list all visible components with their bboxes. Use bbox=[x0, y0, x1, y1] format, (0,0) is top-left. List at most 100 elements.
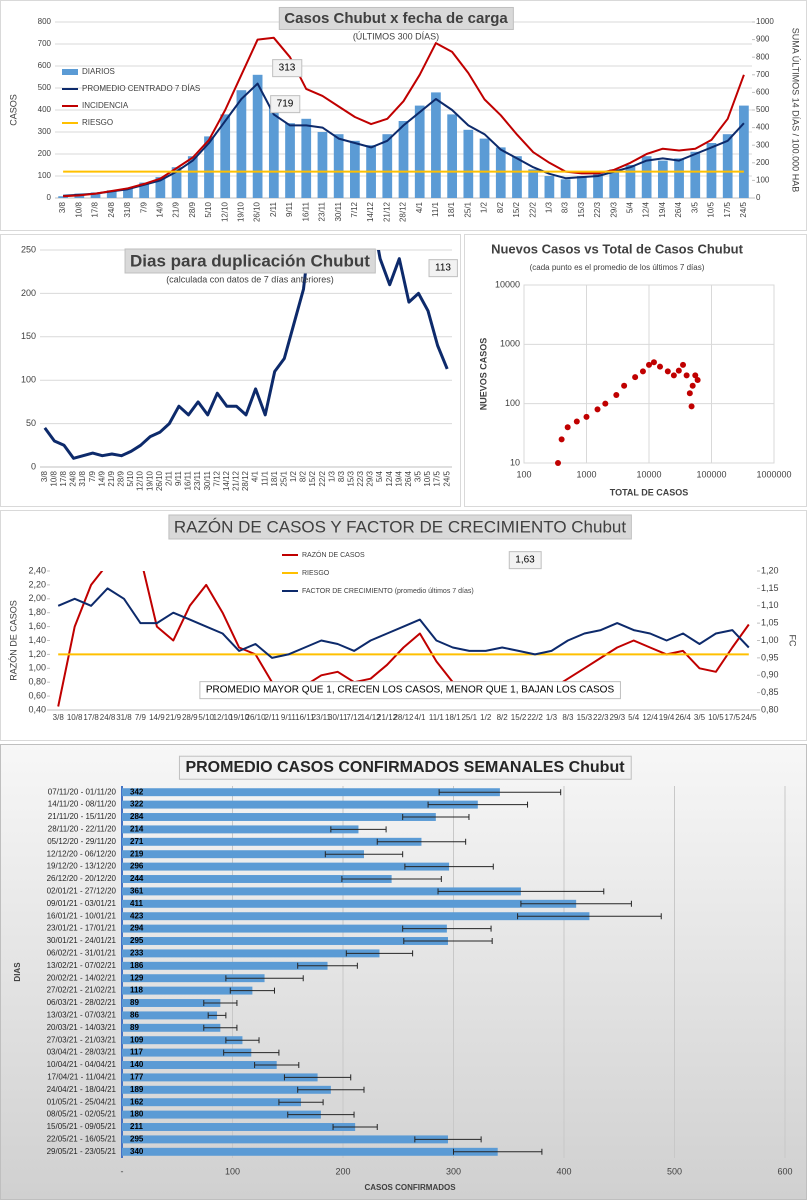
x-tick-label: 14/12 bbox=[366, 201, 375, 222]
point bbox=[594, 406, 601, 413]
y-tick-label: 50 bbox=[26, 418, 36, 428]
y-tick-label: 200 bbox=[38, 149, 52, 158]
point bbox=[555, 460, 562, 466]
bar bbox=[122, 837, 422, 846]
x-tick-label: 28/9 bbox=[182, 713, 198, 722]
error-bar bbox=[404, 863, 494, 870]
point bbox=[583, 413, 590, 420]
x-tick-label: 10/5 bbox=[707, 201, 716, 217]
bar bbox=[122, 937, 448, 945]
x-tick-label: 7/12 bbox=[346, 713, 362, 722]
x-tick-label: 25/1 bbox=[279, 470, 288, 486]
y-tick-label: 150 bbox=[21, 331, 36, 341]
chart-title: RAZÓN DE CASOS Y FACTOR DE CRECIMIENTO C… bbox=[174, 517, 626, 536]
x-tick-label: 23/11 bbox=[312, 713, 332, 722]
bar bbox=[414, 105, 425, 198]
x-tick-label: 8/3 bbox=[337, 470, 346, 482]
bar bbox=[301, 118, 312, 198]
chart-title: Casos Chubut x fecha de carga bbox=[284, 10, 508, 27]
data-label: 89 bbox=[130, 1023, 139, 1032]
point bbox=[602, 400, 609, 407]
bar bbox=[139, 182, 150, 198]
x-tick-label: 8/3 bbox=[561, 201, 570, 213]
x-tick-label: 18/1 bbox=[270, 470, 279, 486]
bar bbox=[576, 176, 587, 198]
chart-subtitle: (ÚLTIMOS 300 DÍAS) bbox=[353, 31, 439, 41]
point bbox=[689, 382, 696, 389]
x-tick-label: 12/10 bbox=[136, 470, 145, 491]
x-tick-label: 9/11 bbox=[281, 713, 297, 722]
plot-frame bbox=[523, 284, 775, 464]
y2-tick-label: 100 bbox=[756, 176, 770, 185]
label-box bbox=[278, 6, 514, 30]
x-tick-label: 400 bbox=[556, 1166, 571, 1176]
x-tick-label: 17/5 bbox=[433, 470, 442, 486]
error-bar bbox=[283, 1074, 352, 1081]
error-bar bbox=[287, 1111, 355, 1118]
y-tick-label: 24/04/21 - 18/04/21 bbox=[47, 1085, 117, 1094]
data-label: 284 bbox=[130, 812, 144, 821]
y-tick-label: 2,20 bbox=[28, 579, 46, 589]
x-tick-label: 24/5 bbox=[739, 201, 748, 217]
x-tick-label: 26/4 bbox=[404, 470, 413, 486]
x-tick-label: 26/4 bbox=[675, 713, 691, 722]
error-bar bbox=[297, 962, 358, 969]
y-tick-label: 06/03/21 - 28/02/21 bbox=[47, 998, 117, 1007]
chart-subtitle: (cada punto es el promedio de los último… bbox=[530, 263, 705, 272]
data-label: 244 bbox=[130, 874, 144, 883]
x-tick-label: 2/11 bbox=[269, 201, 278, 217]
data-label: 411 bbox=[130, 899, 143, 908]
bar bbox=[641, 156, 652, 198]
data-label: 162 bbox=[130, 1097, 144, 1106]
legend-label: DIARIOS bbox=[82, 67, 115, 76]
bar bbox=[690, 151, 701, 198]
x-tick-label: 19/4 bbox=[659, 713, 675, 722]
error-bar bbox=[203, 1000, 238, 1006]
y-tick-label: 0,40 bbox=[28, 704, 46, 714]
data-label: 186 bbox=[130, 961, 144, 970]
data-label: 211 bbox=[130, 1122, 143, 1131]
bar bbox=[90, 192, 101, 198]
x-tick-label: 22/3 bbox=[593, 201, 602, 217]
x-tick-label: 28/12 bbox=[393, 713, 414, 722]
bar bbox=[122, 1123, 356, 1131]
error-bar bbox=[520, 900, 632, 907]
x-tick-label: 23/11 bbox=[193, 470, 202, 490]
error-bar bbox=[376, 838, 467, 845]
bar bbox=[122, 1147, 498, 1156]
bar bbox=[706, 143, 717, 198]
data-label: 361 bbox=[130, 887, 144, 896]
error-bar bbox=[332, 1124, 378, 1130]
data-label: 294 bbox=[130, 924, 144, 933]
bar bbox=[544, 176, 555, 198]
y-tick-label: 13/03/21 - 07/03/21 bbox=[47, 1011, 117, 1020]
data-label: 295 bbox=[130, 936, 144, 945]
data-label: 423 bbox=[130, 911, 144, 920]
bar bbox=[122, 887, 521, 896]
bar bbox=[122, 862, 450, 871]
y-tick-label: 1,20 bbox=[28, 649, 46, 659]
error-bar bbox=[438, 789, 562, 796]
x-tick-label: 15/2 bbox=[511, 713, 527, 722]
bar bbox=[171, 167, 182, 198]
x-tick-label: 30/11 bbox=[328, 713, 348, 722]
error-bar bbox=[203, 1024, 238, 1031]
bar bbox=[333, 134, 344, 198]
bar bbox=[122, 1085, 331, 1094]
data-label: 295 bbox=[130, 1135, 144, 1144]
x-tick-label: 7/9 bbox=[139, 201, 148, 213]
x-tick-label: 7/12 bbox=[212, 470, 221, 486]
x-tick-label: 21/9 bbox=[166, 713, 182, 722]
bar bbox=[122, 1135, 448, 1144]
error-bar bbox=[225, 975, 304, 982]
x-tick-label: 7/9 bbox=[88, 470, 97, 482]
point bbox=[683, 372, 690, 379]
x-tick-label: 26/4 bbox=[674, 201, 683, 217]
bar bbox=[609, 169, 620, 198]
x-tick-label: 11/1 bbox=[429, 713, 445, 722]
bar bbox=[122, 924, 447, 933]
x-tick-label: 26/10 bbox=[253, 201, 262, 222]
x-tick-label: 14/12 bbox=[222, 470, 231, 491]
x-tick-label: 24/8 bbox=[107, 201, 116, 217]
